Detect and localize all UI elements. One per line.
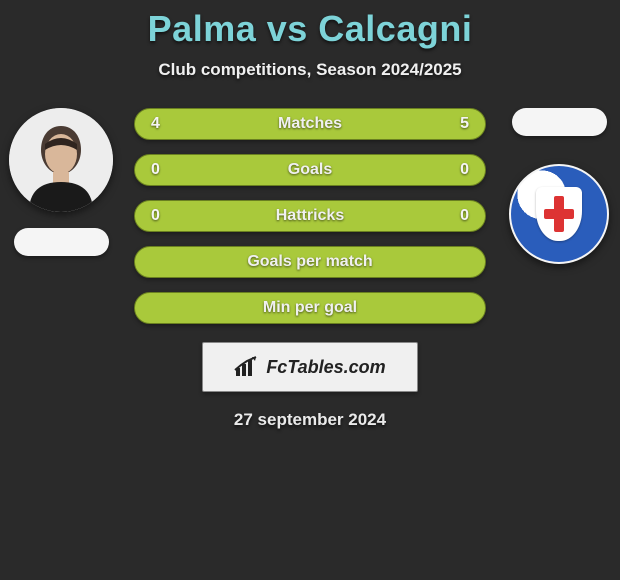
page-title: Palma vs Calcagni (0, 8, 620, 50)
stat-label: Goals per match (247, 253, 372, 271)
comparison-card: Palma vs Calcagni Club competitions, Sea… (0, 0, 620, 430)
stat-row-matches: 4 Matches 5 (134, 108, 486, 140)
stat-row-min-per-goal: Min per goal (134, 292, 486, 324)
main-row: 4 Matches 5 0 Goals 0 0 Hattricks 0 Goal… (0, 108, 620, 324)
stat-label: Min per goal (263, 299, 357, 317)
chart-icon (234, 356, 260, 378)
stat-right-value: 5 (449, 115, 469, 133)
player-right-club-badge (512, 108, 607, 136)
stat-label: Goals (171, 161, 449, 179)
stat-row-goals-per-match: Goals per match (134, 246, 486, 278)
subtitle: Club competitions, Season 2024/2025 (0, 60, 620, 80)
player-right-column (504, 108, 614, 264)
player-left-photo-placeholder (9, 108, 113, 212)
stats-column: 4 Matches 5 0 Goals 0 0 Hattricks 0 Goal… (134, 108, 486, 324)
crest-shield-icon (536, 187, 582, 241)
stat-left-value: 0 (151, 161, 171, 179)
stat-label: Hattricks (171, 207, 449, 225)
stat-right-value: 0 (449, 207, 469, 225)
player-left-avatar (9, 108, 113, 212)
stat-left-value: 0 (151, 207, 171, 225)
brand-text: FcTables.com (266, 357, 385, 378)
stat-row-goals: 0 Goals 0 (134, 154, 486, 186)
stat-left-value: 4 (151, 115, 171, 133)
stat-right-value: 0 (449, 161, 469, 179)
player-left-club-badge (14, 228, 109, 256)
crest-cross-horizontal (544, 209, 574, 219)
date-line: 27 september 2024 (0, 410, 620, 430)
player-right-crest (509, 164, 609, 264)
player-left-column (6, 108, 116, 256)
stat-label: Matches (171, 115, 449, 133)
brand-box: FcTables.com (202, 342, 418, 392)
stat-row-hattricks: 0 Hattricks 0 (134, 200, 486, 232)
